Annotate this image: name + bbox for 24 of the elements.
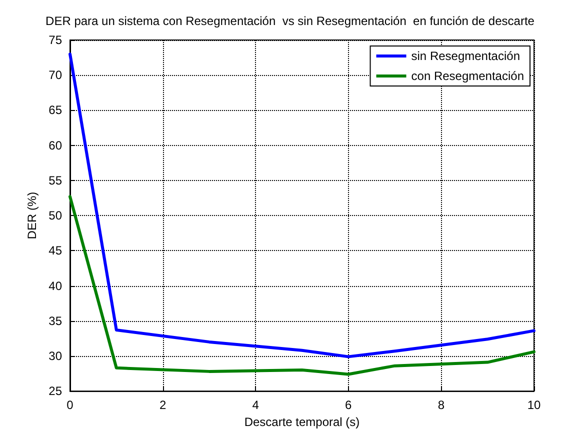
chart-title: DER para un sistema con Resegmentación vs sin Resegmentación en función de descarte (46, 14, 535, 28)
x-tick-label: 10 (527, 398, 541, 412)
y-tick-label: 65 (48, 103, 62, 118)
y-axis-title: DER (%) (24, 192, 39, 240)
x-tick-label: 6 (345, 398, 352, 412)
x-tick-label: 8 (438, 398, 445, 412)
y-tick-label: 45 (48, 244, 62, 258)
legend-label: con Resegmentación (411, 69, 524, 83)
legend-label: sin Resegmentación (411, 49, 520, 63)
y-tick-label: 50 (48, 208, 62, 223)
y-tick-label: 35 (48, 314, 62, 328)
y-tick-label: 30 (48, 348, 62, 363)
x-axis-title: Descarte temporal (s) (244, 415, 360, 429)
x-tick-label: 0 (66, 398, 74, 412)
y-tick-label: 60 (48, 138, 62, 152)
y-tick-label: 25 (48, 384, 62, 398)
line-series (68, 52, 536, 358)
y-tick-label: 70 (48, 68, 62, 82)
y-tick-label: 55 (48, 173, 62, 188)
y-tick-label: 75 (48, 33, 62, 47)
y-tick-label: 40 (48, 278, 62, 293)
line-series (68, 195, 536, 376)
x-tick-label: 2 (159, 398, 166, 412)
x-tick-label: 4 (252, 398, 260, 412)
